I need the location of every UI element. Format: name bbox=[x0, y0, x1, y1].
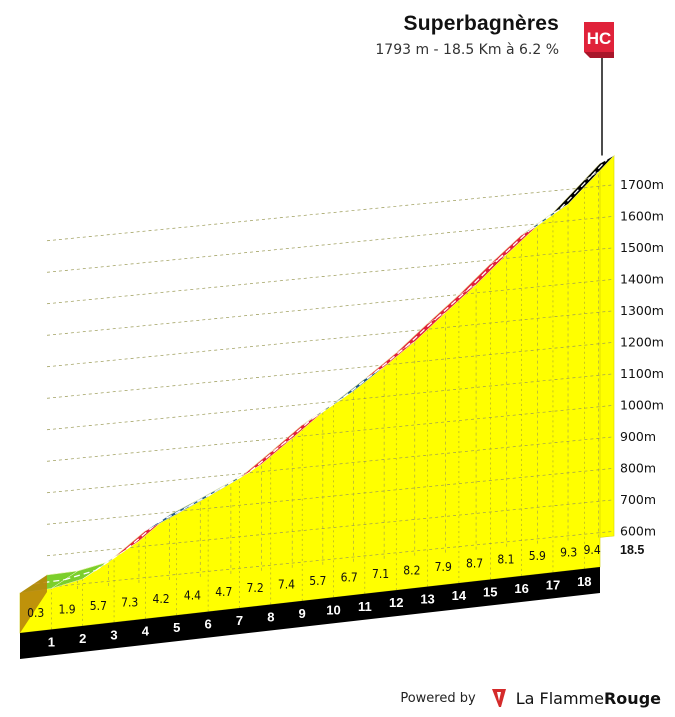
km-label: 9 bbox=[299, 606, 306, 621]
km-label: 14 bbox=[452, 588, 467, 603]
brand-light: La Flamme bbox=[515, 688, 604, 708]
road-centerline bbox=[529, 208, 561, 231]
gradient-label: 0.3 bbox=[27, 606, 44, 620]
y-tick-label: 900m bbox=[620, 429, 656, 444]
gradient-label: 9.3 bbox=[560, 546, 577, 560]
road-centerline bbox=[157, 505, 189, 524]
gradient-label: 5.9 bbox=[529, 549, 546, 563]
gridline-1600 bbox=[46, 215, 615, 273]
gradient-label: 6.7 bbox=[341, 571, 358, 585]
y-tick-label: 1600m bbox=[620, 208, 664, 223]
road-centerline bbox=[64, 569, 96, 581]
footer: Powered by La FlammeRouge bbox=[400, 687, 661, 709]
gridline-1700 bbox=[46, 184, 615, 242]
road-centerline bbox=[250, 444, 282, 472]
km-label: 11 bbox=[358, 599, 372, 614]
y-tick-label: 1700m bbox=[620, 177, 664, 192]
gradient-label: 9.4 bbox=[584, 543, 601, 557]
y-tick-label: 800m bbox=[620, 460, 656, 475]
gradient-label: 8.7 bbox=[466, 556, 483, 570]
km-label: 10 bbox=[326, 602, 340, 617]
km-label: 13 bbox=[420, 592, 434, 607]
hc-badge-shadow bbox=[584, 52, 614, 58]
flame-logo-icon bbox=[491, 689, 506, 707]
road-centerline bbox=[281, 418, 313, 446]
road-centerline bbox=[374, 346, 406, 374]
y-tick-label: 1500m bbox=[620, 240, 664, 255]
brand-name: La FlammeRouge bbox=[516, 689, 661, 708]
gradient-label: 7.3 bbox=[121, 596, 138, 610]
road-centerline bbox=[498, 229, 530, 260]
gradient-label: 5.7 bbox=[90, 599, 107, 613]
brand-bold: Rouge bbox=[603, 688, 661, 708]
road-centerline bbox=[312, 396, 344, 420]
gradient-label: 1.9 bbox=[58, 603, 75, 617]
y-tick-label: 1400m bbox=[620, 271, 664, 286]
gridline-1400 bbox=[46, 278, 615, 336]
gradient-label: 8.1 bbox=[497, 553, 514, 567]
gradient-label: 7.4 bbox=[278, 578, 295, 592]
km-label: 12 bbox=[389, 595, 403, 610]
start-wedge bbox=[20, 575, 47, 633]
gradient-label: 8.2 bbox=[403, 563, 420, 577]
altitude-gridlines bbox=[46, 171, 615, 630]
km-label: 7 bbox=[236, 613, 243, 628]
gradient-label: 4.4 bbox=[184, 588, 201, 602]
road-strip bbox=[19, 155, 615, 594]
km-label: 3 bbox=[110, 627, 117, 642]
km-label: 1 bbox=[48, 634, 55, 649]
gridline-1300 bbox=[46, 310, 615, 368]
gridline-700 bbox=[46, 499, 615, 557]
road-centerline bbox=[343, 372, 375, 398]
hc-badge-label: HC bbox=[587, 29, 612, 48]
distance-base bbox=[20, 567, 600, 659]
y-tick-label: 600m bbox=[620, 523, 656, 538]
y-tick-label: 1000m bbox=[620, 397, 664, 412]
gradient-label: 7.1 bbox=[372, 567, 389, 581]
km-label: 15 bbox=[483, 584, 497, 599]
road-centerline bbox=[436, 289, 468, 319]
gridline-1200 bbox=[46, 341, 615, 399]
road-centerline bbox=[467, 258, 499, 291]
y-tick-label: 1300m bbox=[620, 303, 664, 318]
gridline-600 bbox=[46, 530, 615, 588]
gridline-1100 bbox=[46, 373, 615, 431]
gridline-1000 bbox=[46, 404, 615, 462]
km-label: 2 bbox=[79, 631, 86, 646]
road-centerline bbox=[219, 470, 251, 490]
km-label: 18 bbox=[577, 574, 591, 589]
gradient-label: 5.7 bbox=[309, 574, 326, 588]
y-tick-label: 700m bbox=[620, 492, 656, 507]
gridline-1500 bbox=[46, 247, 615, 305]
chart-subtitle: 1793 m - 18.5 Km à 6.2 % bbox=[375, 42, 559, 58]
chart-labels: 600m 700m 800m 900m 1000m 1100m 1200m 1300m 1400… bbox=[27, 177, 664, 650]
km-label: 5 bbox=[173, 620, 180, 635]
gradient-label: 4.7 bbox=[215, 585, 232, 599]
gradient-label: 4.2 bbox=[152, 592, 169, 606]
distance-strip bbox=[20, 567, 600, 659]
gradient-label: 7.2 bbox=[247, 581, 264, 595]
end-distance-label: 18.5 bbox=[620, 543, 644, 557]
y-tick-label: 1200m bbox=[620, 334, 664, 349]
road-centerline bbox=[591, 159, 608, 177]
road-centerline bbox=[188, 488, 220, 507]
summit-badge: HC bbox=[584, 22, 614, 156]
road-centerline bbox=[405, 317, 437, 348]
km-label: 16 bbox=[514, 581, 528, 596]
gridline-900 bbox=[46, 436, 615, 494]
y-tick-label: 1100m bbox=[620, 366, 664, 381]
km-label: 17 bbox=[546, 577, 560, 592]
powered-by-label: Powered by bbox=[400, 690, 476, 706]
km-label: 4 bbox=[142, 624, 150, 639]
road-centerline bbox=[560, 175, 592, 209]
gradient-label: 7.9 bbox=[435, 560, 452, 574]
km-label: 8 bbox=[267, 609, 274, 624]
gridline-800 bbox=[46, 467, 615, 525]
hc-badge-flag bbox=[584, 22, 614, 52]
km-label: 6 bbox=[204, 617, 211, 632]
chart-title: Superbagnères bbox=[403, 12, 559, 35]
